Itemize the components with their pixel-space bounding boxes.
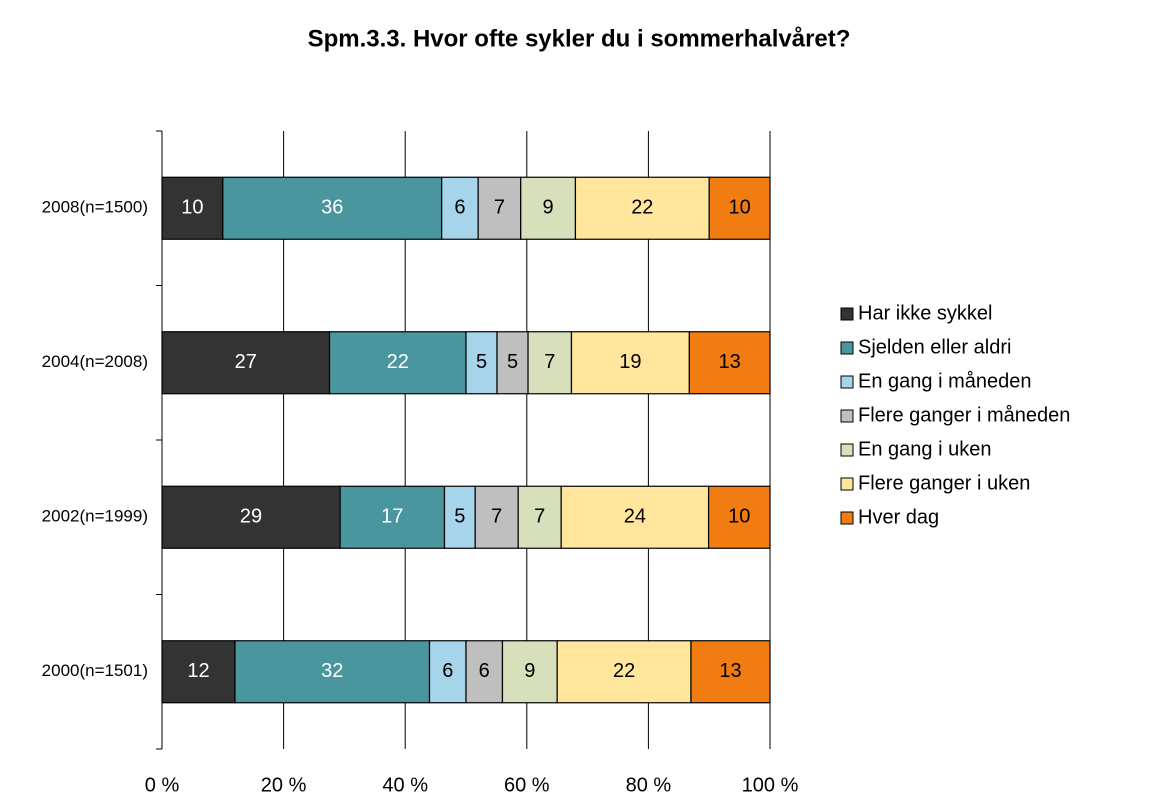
data-label: 13	[719, 351, 741, 373]
bar-segment	[477, 176, 522, 240]
bar-segment	[560, 485, 710, 549]
bar-segment	[520, 176, 577, 240]
bar-segment	[428, 640, 467, 704]
bar-segment	[707, 485, 771, 549]
legend-label: Har ikke sykkel	[858, 302, 992, 324]
legend-swatch	[840, 477, 854, 491]
bar-segment	[688, 331, 771, 395]
bar-segment	[527, 331, 573, 395]
legend-label: Sjelden eller aldri	[858, 336, 1011, 358]
bar-segment	[443, 485, 476, 549]
bar-segment	[496, 331, 529, 395]
x-tick-label: 100 %	[742, 774, 799, 796]
data-label: 6	[454, 197, 465, 219]
data-label: 13	[719, 660, 741, 682]
data-label: 5	[476, 351, 487, 373]
data-label: 5	[507, 351, 518, 373]
data-label: 22	[387, 351, 409, 373]
bar-segment	[465, 640, 504, 704]
data-label: 24	[624, 506, 646, 528]
data-label: 7	[494, 197, 505, 219]
bar-segment	[474, 485, 519, 549]
bar-segment	[556, 640, 692, 704]
legend-label: Flere ganger i måneden	[858, 404, 1070, 426]
legend-swatch	[840, 511, 854, 525]
data-label: 12	[187, 660, 209, 682]
bar-segment	[161, 176, 224, 240]
bar-segment	[501, 640, 558, 704]
data-label: 27	[235, 351, 257, 373]
x-tick-label: 80 %	[626, 774, 672, 796]
data-label: 7	[544, 351, 555, 373]
data-label: 10	[728, 197, 750, 219]
legend-swatch	[840, 409, 854, 423]
y-tick-label: 2000(n=1501)	[42, 661, 148, 680]
bar-segment	[517, 485, 562, 549]
data-label: 10	[728, 506, 750, 528]
data-label: 7	[491, 506, 502, 528]
bar-segment	[161, 485, 341, 549]
bar-segment	[222, 176, 443, 240]
legend-swatch	[840, 307, 854, 321]
bar-segment	[690, 640, 771, 704]
x-tick-label: 40 %	[382, 774, 428, 796]
bar-segment	[339, 485, 446, 549]
x-tick-label: 20 %	[261, 774, 307, 796]
legend-label: En gang i uken	[858, 438, 991, 460]
data-label: 22	[613, 660, 635, 682]
data-label: 5	[454, 506, 465, 528]
bar-segment	[161, 640, 236, 704]
legend-label: Hver dag	[858, 506, 939, 528]
data-label: 7	[534, 506, 545, 528]
legend-swatch	[840, 443, 854, 457]
y-tick-label: 2002(n=1999)	[42, 507, 148, 526]
bar-segment	[570, 331, 690, 395]
chart-title: Spm.3.3. Hvor ofte sykler du i sommerhal…	[308, 25, 851, 52]
bar-segment	[234, 640, 431, 704]
data-label: 10	[181, 197, 203, 219]
data-label: 36	[321, 197, 343, 219]
y-tick-label: 2004(n=2008)	[42, 352, 148, 371]
legend-label: En gang i måneden	[858, 370, 1031, 392]
data-label: 17	[381, 506, 403, 528]
legend-swatch	[840, 375, 854, 389]
data-label: 32	[321, 660, 343, 682]
legend-label: Flere ganger i uken	[858, 472, 1030, 494]
bar-segment	[708, 176, 771, 240]
data-label: 9	[543, 197, 554, 219]
bar-segment	[574, 176, 710, 240]
data-label: 9	[524, 660, 535, 682]
data-label: 22	[631, 197, 653, 219]
data-label: 6	[442, 660, 453, 682]
bar-segment	[328, 331, 467, 395]
data-label: 29	[240, 506, 262, 528]
data-label: 6	[479, 660, 490, 682]
x-tick-label: 0 %	[145, 774, 180, 796]
x-tick-label: 60 %	[504, 774, 550, 796]
data-label: 19	[619, 351, 641, 373]
y-tick-label: 2008(n=1500)	[42, 198, 148, 217]
legend-swatch	[840, 341, 854, 355]
